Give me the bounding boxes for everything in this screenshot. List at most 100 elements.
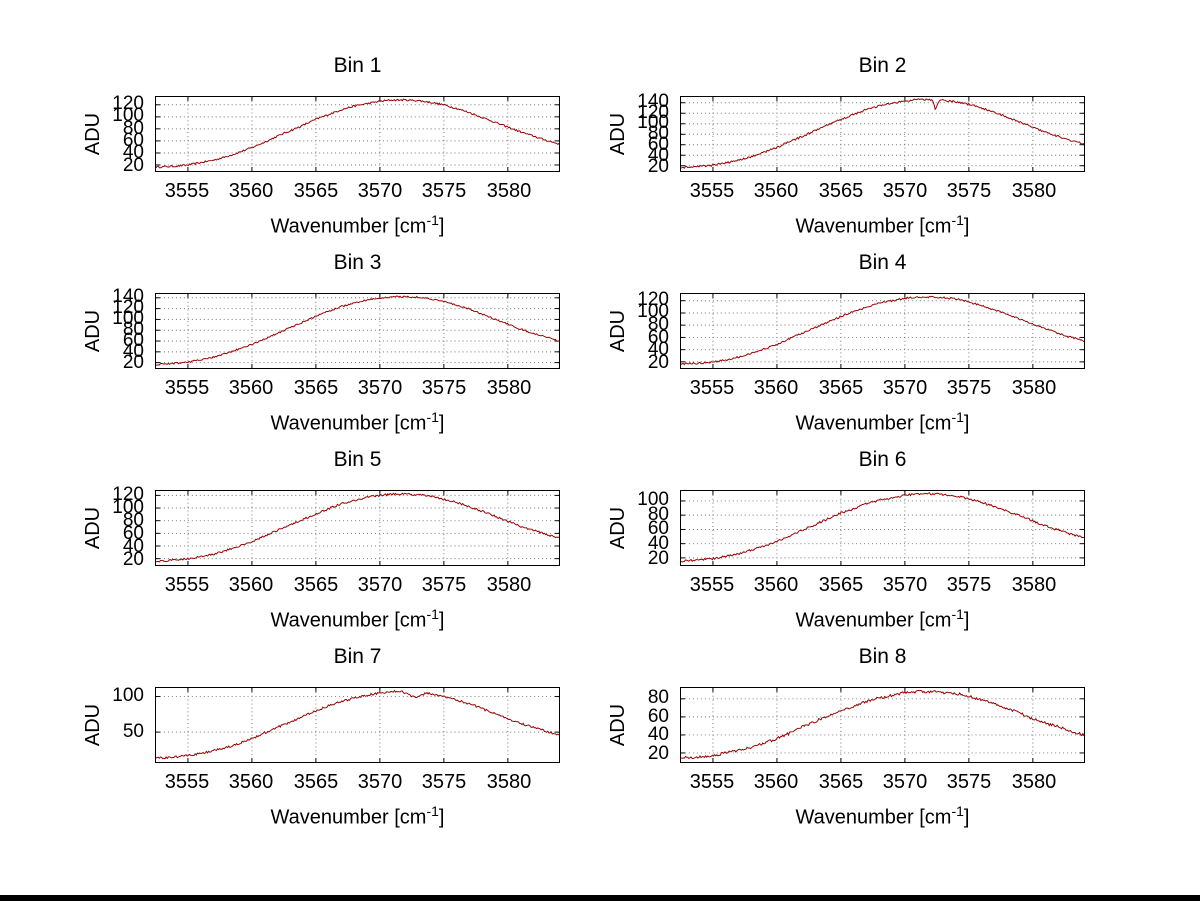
y-tick-label: 20 [122, 155, 144, 176]
x-tick-label: 3580 [486, 180, 532, 202]
y-tick-label: 40 [647, 339, 669, 360]
x-tick-label: 3580 [1011, 771, 1057, 793]
y-tick-label: 100 [637, 489, 669, 510]
plot-box [680, 687, 1085, 763]
x-axis-label-pre: Wavenumber [cm [795, 806, 952, 829]
x-axis-label-pre: Wavenumber [cm [795, 609, 952, 632]
y-tick-labels: 20 40 60 80 [618, 687, 674, 764]
subplot: Bin 6 ADU 20 40 60 80 100 3555 3560 3565 3570 35… [600, 434, 1200, 633]
subplot-title: Bin 6 [858, 448, 907, 471]
x-tick-label: 3565 [293, 180, 339, 202]
y-tick-label: 120 [112, 484, 144, 505]
subplot: Bin 5 ADU 20 40 60 80 100 120 3555 3560 3565 357… [0, 434, 600, 633]
spectrum-line-plot [156, 688, 559, 762]
x-tick-label: 3580 [1011, 574, 1057, 596]
x-tick-labels: 3555 3560 3565 3570 3575 3580 [680, 574, 1085, 600]
x-axis-label-sup: -1 [951, 803, 964, 819]
y-tick-label: 20 [647, 352, 669, 373]
x-tick-label: 3575 [946, 180, 992, 202]
x-tick-label: 3580 [486, 771, 532, 793]
subplot-title: Bin 8 [858, 645, 907, 668]
spectrum-line-plot [156, 491, 559, 565]
x-tick-label: 3560 [228, 771, 274, 793]
y-tick-labels: 20 40 60 80 100 120 140 [618, 91, 674, 177]
subplot-title: Bin 4 [858, 251, 907, 274]
x-tick-label: 3565 [818, 180, 864, 202]
y-tick-label: 20 [647, 743, 669, 764]
x-tick-label: 3555 [689, 377, 735, 399]
x-axis-label-sup: -1 [426, 212, 439, 228]
x-axis-label-post: ] [438, 215, 445, 238]
x-axis-label-sup: -1 [426, 606, 439, 622]
y-tick-label: 60 [122, 130, 144, 151]
subplot: Bin 4 ADU 20 40 60 80 100 120 3555 3560 3565 357… [600, 237, 1200, 436]
y-tick-label: 20 [647, 156, 669, 177]
y-tick-label: 20 [122, 549, 144, 570]
y-tick-label: 140 [112, 286, 144, 307]
y-tick-label: 100 [112, 685, 144, 706]
plot-box [155, 687, 560, 763]
y-tick-label: 20 [647, 548, 669, 569]
x-axis-label-pre: Wavenumber [cm [270, 215, 427, 238]
spectrum-line-plot [156, 97, 559, 171]
x-axis-label: Wavenumber [cm-1] [680, 606, 1085, 633]
subplot: Bin 7 ADU 50 100 3555 3560 3565 3570 3575 3580… [0, 631, 600, 830]
x-tick-label: 3560 [753, 574, 799, 596]
x-tick-label: 3565 [293, 574, 339, 596]
x-axis-label-post: ] [963, 609, 970, 632]
subplot-title: Bin 5 [333, 448, 382, 471]
x-tick-label: 3575 [421, 180, 467, 202]
y-tick-label: 60 [122, 523, 144, 544]
y-tick-label: 40 [122, 142, 144, 163]
x-axis-label: Wavenumber [cm-1] [155, 803, 560, 830]
y-tick-label: 60 [647, 706, 669, 727]
x-axis-label-pre: Wavenumber [cm [270, 609, 427, 632]
y-tick-label: 120 [637, 102, 669, 123]
x-tick-label: 3555 [164, 180, 210, 202]
x-tick-labels: 3555 3560 3565 3570 3575 3580 [155, 180, 560, 206]
x-axis-label: Wavenumber [cm-1] [155, 409, 560, 436]
subplot: Bin 1 ADU 20 40 60 80 100 120 3555 3560 3565 357… [0, 40, 600, 239]
y-tick-label: 100 [637, 112, 669, 133]
x-tick-label: 3570 [882, 180, 928, 202]
y-tick-label: 120 [637, 289, 669, 310]
y-tick-label: 40 [647, 145, 669, 166]
x-tick-labels: 3555 3560 3565 3570 3575 3580 [680, 771, 1085, 797]
x-tick-labels: 3555 3560 3565 3570 3575 3580 [155, 771, 560, 797]
x-axis-label-post: ] [438, 806, 445, 829]
x-axis-label-sup: -1 [426, 803, 439, 819]
spectrum-line-plot [681, 491, 1084, 565]
x-axis-label-post: ] [438, 609, 445, 632]
y-tick-label: 80 [122, 319, 144, 340]
x-axis-label-sup: -1 [951, 606, 964, 622]
y-tick-labels: 20 40 60 80 100 120 [618, 289, 674, 373]
y-tick-label: 20 [122, 352, 144, 373]
x-tick-label: 3575 [421, 574, 467, 596]
plot-box [680, 490, 1085, 566]
bottom-border-bar [0, 895, 1200, 901]
x-axis-label-pre: Wavenumber [cm [795, 412, 952, 435]
x-axis-label: Wavenumber [cm-1] [680, 409, 1085, 436]
plot-box [155, 293, 560, 369]
x-axis-label: Wavenumber [cm-1] [155, 606, 560, 633]
y-tick-label: 40 [122, 536, 144, 557]
x-tick-label: 3560 [753, 180, 799, 202]
x-tick-label: 3575 [421, 377, 467, 399]
x-axis-label-sup: -1 [951, 212, 964, 228]
x-tick-label: 3570 [357, 771, 403, 793]
y-tick-label: 60 [647, 518, 669, 539]
y-tick-label: 100 [112, 497, 144, 518]
x-tick-label: 3580 [486, 377, 532, 399]
x-tick-label: 3575 [946, 771, 992, 793]
x-tick-label: 3560 [228, 377, 274, 399]
y-tick-label: 80 [647, 314, 669, 335]
y-tick-label: 120 [112, 297, 144, 318]
x-tick-labels: 3555 3560 3565 3570 3575 3580 [155, 377, 560, 403]
x-tick-label: 3570 [882, 771, 928, 793]
x-tick-label: 3570 [357, 377, 403, 399]
x-axis-label: Wavenumber [cm-1] [155, 212, 560, 239]
subplot: Bin 2 ADU 20 40 60 80 100 120 140 3555 3560 3565… [600, 40, 1200, 238]
x-tick-label: 3565 [293, 377, 339, 399]
subplot-title: Bin 7 [333, 645, 382, 668]
y-tick-labels: 20 40 60 80 100 120 [93, 93, 149, 176]
